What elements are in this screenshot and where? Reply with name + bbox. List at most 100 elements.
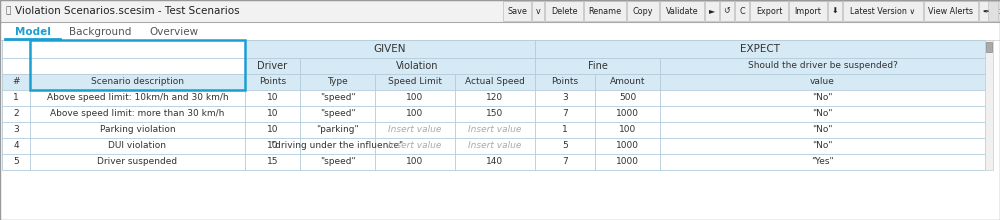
Text: "speed": "speed" <box>320 94 355 103</box>
Bar <box>660 58 985 74</box>
Bar <box>245 106 300 122</box>
Bar <box>2 74 30 90</box>
Bar <box>660 138 985 154</box>
Text: Insert value: Insert value <box>468 125 522 134</box>
Text: 150: 150 <box>486 110 504 119</box>
Bar <box>627 1 659 21</box>
Text: #: # <box>12 77 20 86</box>
Bar <box>375 154 455 170</box>
Bar <box>660 74 985 90</box>
Text: EXPECT: EXPECT <box>740 44 780 54</box>
Text: Actual Speed: Actual Speed <box>465 77 525 86</box>
Bar <box>595 138 660 154</box>
Text: Copy: Copy <box>633 7 653 15</box>
Text: 500: 500 <box>619 94 636 103</box>
Bar <box>30 90 245 106</box>
Text: 10: 10 <box>267 125 278 134</box>
Bar <box>375 106 455 122</box>
Bar <box>994 1 1000 21</box>
Text: GIVEN: GIVEN <box>374 44 406 54</box>
Text: 100: 100 <box>406 94 424 103</box>
Text: "No": "No" <box>812 141 833 150</box>
Text: ✒: ✒ <box>983 7 989 15</box>
Text: Parking violation: Parking violation <box>100 125 175 134</box>
Bar <box>245 122 300 138</box>
Bar <box>2 58 245 74</box>
Text: Fine: Fine <box>588 61 607 71</box>
Bar <box>455 74 535 90</box>
Text: 120: 120 <box>486 94 504 103</box>
Text: Violation Scenarios.scesim - Test Scenarios: Violation Scenarios.scesim - Test Scenar… <box>15 6 240 16</box>
Text: 2: 2 <box>13 110 19 119</box>
Bar <box>245 74 300 90</box>
Text: Type: Type <box>327 77 348 86</box>
Text: Scenario description: Scenario description <box>91 77 184 86</box>
Text: Above speed limit: more than 30 km/h: Above speed limit: more than 30 km/h <box>50 110 225 119</box>
Text: C: C <box>739 7 745 15</box>
Bar <box>735 1 749 21</box>
Bar <box>30 154 245 170</box>
Text: "speed": "speed" <box>320 158 355 167</box>
Text: Delete: Delete <box>551 7 577 15</box>
Text: 100: 100 <box>406 158 424 167</box>
Bar <box>0 0 1000 22</box>
Text: "driving under the influence": "driving under the influence" <box>271 141 404 150</box>
Text: Driver: Driver <box>257 61 288 71</box>
Bar <box>986 42 992 52</box>
Text: Save: Save <box>507 7 527 15</box>
Bar <box>2 40 985 170</box>
Text: 10: 10 <box>267 141 278 150</box>
Bar <box>660 106 985 122</box>
Text: Violation: Violation <box>396 61 439 71</box>
Bar <box>660 154 985 170</box>
Bar <box>245 154 300 170</box>
Text: "No": "No" <box>812 125 833 134</box>
Bar <box>988 1 998 21</box>
Bar <box>789 1 827 21</box>
Bar <box>300 90 375 106</box>
Bar <box>535 90 595 106</box>
Text: 10: 10 <box>267 110 278 119</box>
Bar <box>300 74 375 90</box>
Text: 7: 7 <box>562 110 568 119</box>
Bar <box>2 154 30 170</box>
Bar <box>245 90 300 106</box>
Text: 🔒: 🔒 <box>6 7 11 15</box>
Text: Insert value: Insert value <box>468 141 522 150</box>
Bar <box>503 1 531 21</box>
Text: Validate: Validate <box>666 7 698 15</box>
Bar <box>2 40 245 58</box>
Text: Insert value: Insert value <box>388 141 442 150</box>
Text: Should the driver be suspended?: Should the driver be suspended? <box>748 62 897 70</box>
Bar <box>30 106 245 122</box>
Text: x: x <box>999 7 1000 15</box>
Bar <box>375 138 455 154</box>
Text: ⬇: ⬇ <box>832 7 838 15</box>
Text: Points: Points <box>551 77 579 86</box>
Bar <box>455 122 535 138</box>
Bar <box>660 90 985 106</box>
Text: 15: 15 <box>267 158 278 167</box>
Text: 100: 100 <box>406 110 424 119</box>
Bar <box>2 138 30 154</box>
Bar <box>245 40 535 58</box>
Bar <box>300 58 535 74</box>
Bar <box>535 58 660 74</box>
Bar <box>843 1 923 21</box>
Text: 4: 4 <box>13 141 19 150</box>
Text: 1: 1 <box>562 125 568 134</box>
Text: 1000: 1000 <box>616 141 639 150</box>
Text: Export: Export <box>756 7 782 15</box>
Text: Overview: Overview <box>149 27 198 37</box>
Bar <box>595 154 660 170</box>
Text: 3: 3 <box>13 125 19 134</box>
Bar <box>245 138 300 154</box>
Bar <box>750 1 788 21</box>
Bar <box>720 1 734 21</box>
Text: 3: 3 <box>562 94 568 103</box>
Text: Driver suspended: Driver suspended <box>97 158 178 167</box>
Bar <box>0 22 1000 40</box>
Text: Latest Version ∨: Latest Version ∨ <box>850 7 916 15</box>
Bar <box>2 106 30 122</box>
Bar <box>595 74 660 90</box>
